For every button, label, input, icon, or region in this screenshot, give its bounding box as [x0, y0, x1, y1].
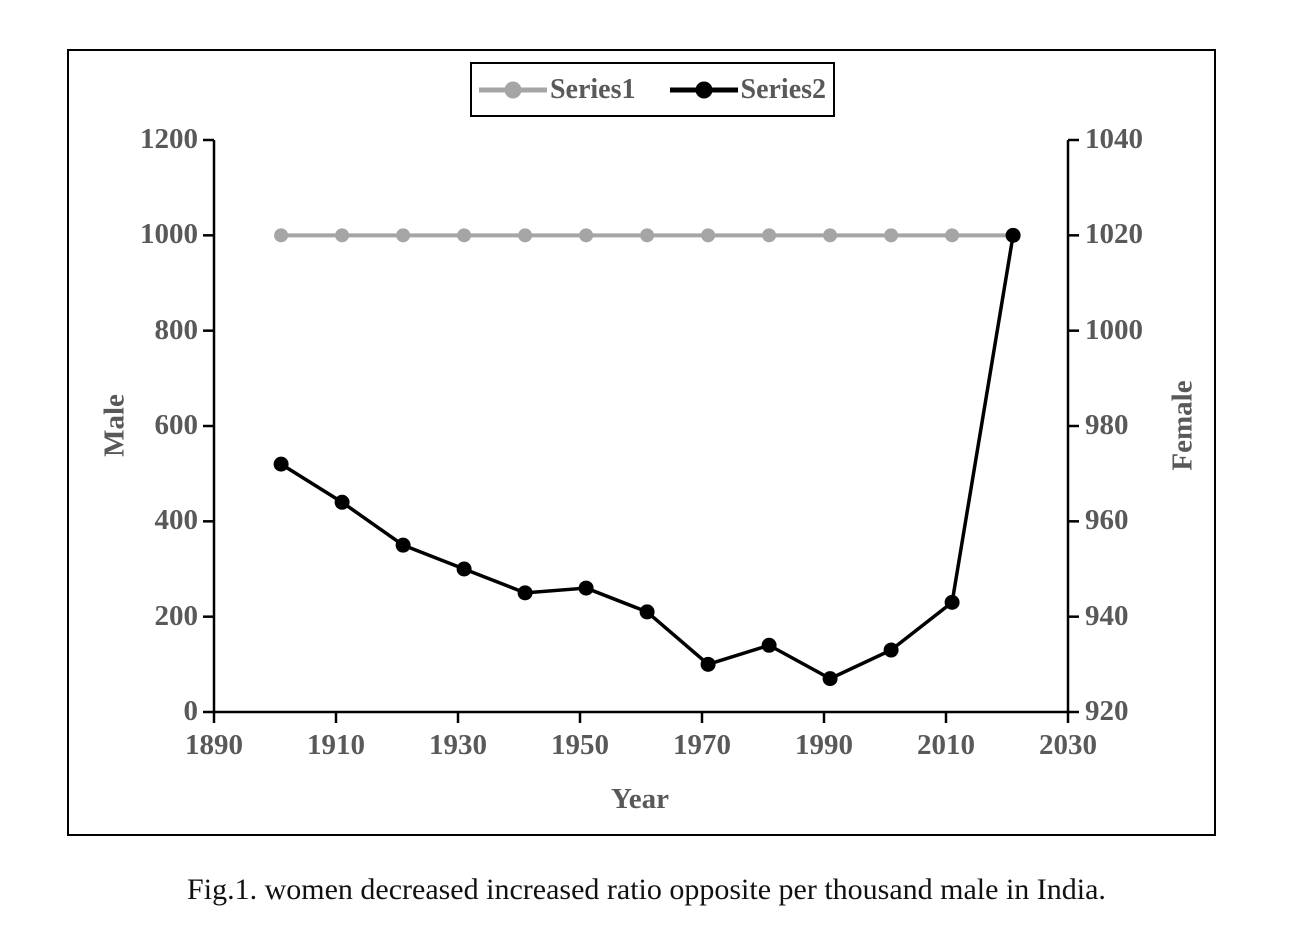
- y-right-tick-label: 960: [1085, 504, 1129, 537]
- chart-frame: [67, 49, 1216, 836]
- x-tick-label: 1910: [307, 729, 365, 761]
- x-tick-label: 1890: [185, 729, 243, 761]
- legend-item-series1: Series1: [478, 73, 636, 105]
- y-left-tick-label: 600: [154, 409, 199, 441]
- y-right-tick-label: 940: [1085, 599, 1129, 632]
- x-tick-label: 2010: [917, 729, 975, 761]
- legend-label-series2: Series2: [740, 73, 827, 105]
- x-tick-label: 1990: [795, 729, 853, 761]
- y-right-tick-label: 1020: [1085, 218, 1143, 251]
- legend-item-series2: Series2: [669, 73, 827, 105]
- y-left-tick-label: 400: [154, 504, 199, 537]
- y-left-tick-label: 1200: [140, 123, 198, 155]
- y-right-tick-label: 980: [1085, 409, 1129, 441]
- y-left-tick-label: 1000: [140, 218, 198, 251]
- x-axis-title: Year: [611, 783, 669, 815]
- y-right-tick-label: 1040: [1085, 123, 1143, 155]
- legend-label-series1: Series1: [549, 73, 636, 105]
- y-right-tick-label: 920: [1085, 695, 1129, 727]
- y-left-tick-label: 200: [154, 599, 199, 632]
- x-tick-label: 1930: [429, 729, 487, 761]
- legend: Series1 Series2: [470, 62, 835, 117]
- x-tick-label: 1950: [551, 729, 609, 761]
- x-tick-label: 1970: [673, 729, 731, 761]
- figure-caption: Fig.1. women decreased increased ratio o…: [187, 873, 1106, 906]
- y-left-tick-label: 800: [154, 313, 199, 346]
- series1-line-marker-icon: [478, 81, 547, 98]
- y-left-tick-label: 0: [183, 695, 199, 727]
- series2-line-marker-icon: [669, 81, 738, 98]
- y-right-tick-label: 1000: [1085, 313, 1143, 346]
- x-tick-label: 2030: [1039, 729, 1097, 761]
